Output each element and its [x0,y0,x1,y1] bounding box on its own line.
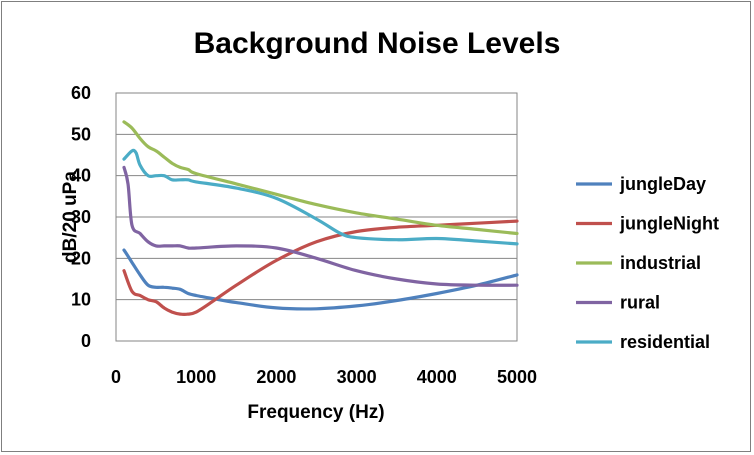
x-tick-label: 2000 [256,367,296,387]
y-tick-label: 20 [71,248,91,268]
series-line-industrial [122,120,519,236]
x-axis-ticks: 0 1000 2000 3000 4000 5000 [111,367,537,387]
legend-label-jungleDay: jungleDay [619,174,706,194]
x-tick-label: 3000 [337,367,377,387]
y-axis-ticks: 0 10 20 30 40 50 60 [71,83,91,351]
chart-title: Background Noise Levels [194,27,561,60]
plot-area [115,92,518,342]
y-tick-label: 60 [71,83,91,103]
legend-label-jungleNight: jungleNight [619,214,719,234]
series-line-jungleNight [122,219,519,316]
plot-border [115,92,518,342]
y-tick-label: 40 [71,166,91,186]
x-tick-label: 4000 [417,367,457,387]
y-tick-label: 50 [71,124,91,144]
x-tick-label: 0 [111,367,121,387]
y-tick-label: 30 [71,207,91,227]
legend: jungleDay jungleNight industrial rural resid… [576,174,719,352]
legend-label-rural: rural [620,293,660,313]
y-tick-label: 0 [81,331,91,351]
grid-lines [116,92,517,301]
legend-label-industrial: industrial [620,253,701,273]
series-line-jungleDay [122,248,519,311]
series-lines [122,120,519,316]
series-line-rural [122,165,519,287]
y-axis-label: dB/20 uPa [60,171,81,263]
x-axis-label: Frequency (Hz) [247,402,384,423]
y-tick-label: 10 [71,290,91,310]
x-tick-label: 1000 [176,367,216,387]
x-tick-label: 5000 [497,367,537,387]
series-line-residential [122,148,519,246]
legend-label-residential: residential [620,332,710,352]
